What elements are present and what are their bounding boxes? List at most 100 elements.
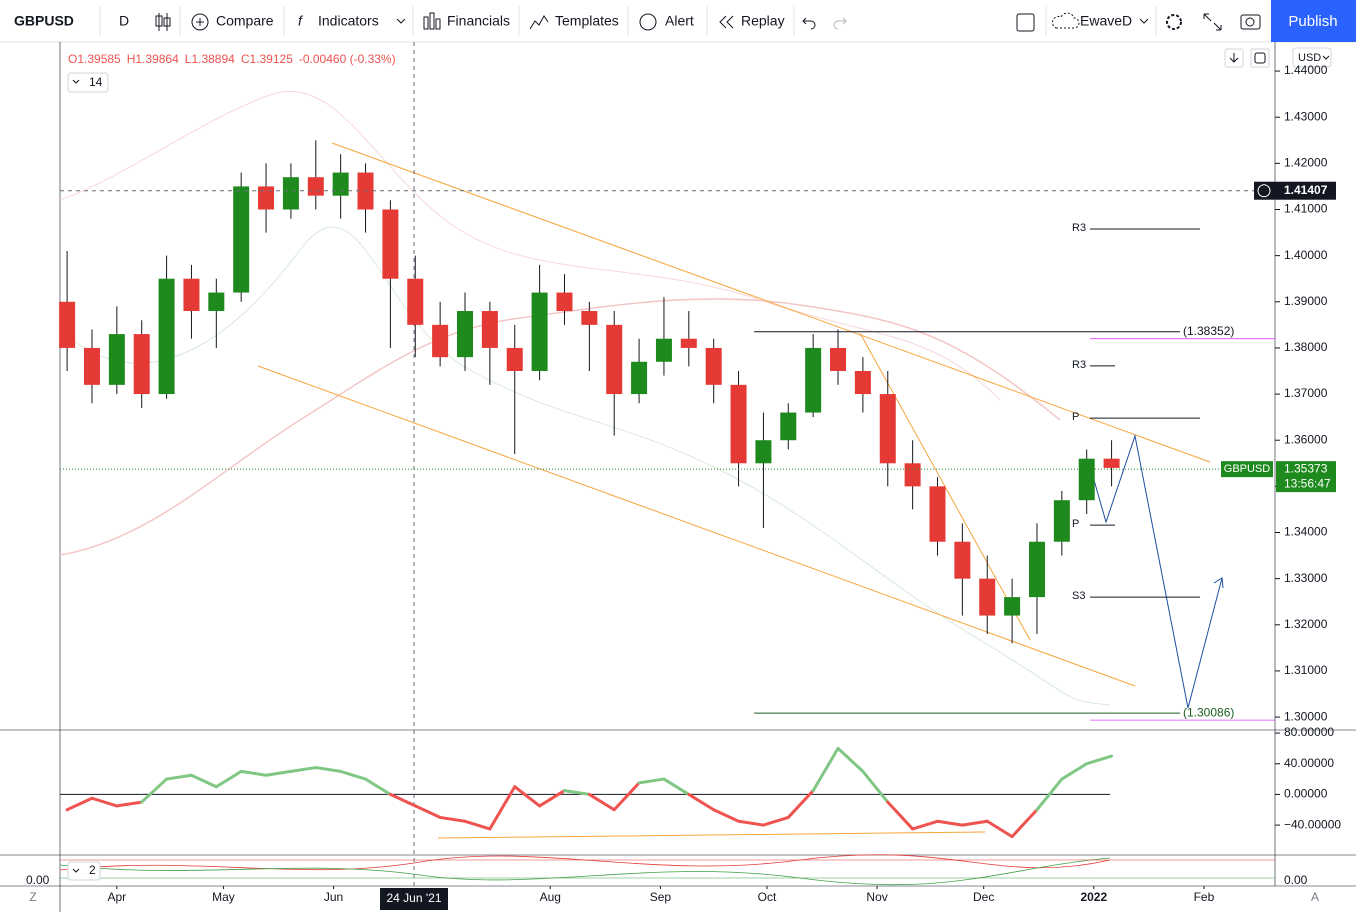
- oscillator-segment: [214, 769, 243, 789]
- oscillator-pane: 80.00000 40.00000 0.00000 −40.00000: [60, 725, 1341, 839]
- candle-body: [1103, 458, 1120, 468]
- oscillator-segment: [960, 819, 989, 827]
- publish-button[interactable]: [1271, 0, 1356, 42]
- symbol-tag: GBPUSD: [1224, 463, 1271, 475]
- last-price: 1.35373: [1284, 461, 1328, 475]
- y-tick-label: 1.33000: [1284, 571, 1328, 585]
- scale-right[interactable]: A: [1311, 890, 1319, 904]
- candle-body: [1078, 458, 1095, 501]
- replay-icon[interactable]: [719, 15, 734, 29]
- oscillator-segment: [737, 819, 765, 827]
- oscillator-segment: [413, 804, 442, 819]
- crosshair-price: 1.41407: [1284, 183, 1328, 197]
- toolbar: [0, 0, 1356, 42]
- crosshair-price-tag: [1254, 181, 1336, 200]
- x-tick-label: Feb: [1194, 890, 1215, 904]
- currency: USD: [1298, 52, 1321, 64]
- oscillator-segment: [637, 777, 666, 785]
- fullscreen-icon[interactable]: [1203, 13, 1222, 31]
- layout-name[interactable]: EwaveD: [1080, 13, 1132, 29]
- candle-body: [208, 292, 225, 312]
- candle-body: [929, 486, 946, 542]
- candle-body: [904, 463, 921, 487]
- oscillator-segment: [264, 769, 293, 777]
- x-tick-label: 2022: [1080, 890, 1107, 904]
- layout-icon[interactable]: [1016, 13, 1035, 32]
- financials-icon[interactable]: [423, 12, 441, 30]
- y-tick-label: 80.00000: [1284, 725, 1334, 739]
- ohlc-value: -0.00460 (-0.33%): [299, 52, 396, 66]
- candle-body: [407, 278, 424, 325]
- pivot-label: R3: [1072, 222, 1086, 234]
- oscillator-segment: [65, 796, 94, 812]
- financials-button[interactable]: Financials: [447, 13, 510, 29]
- oscillator-segment: [886, 800, 915, 831]
- symbol[interactable]: GBPUSD: [14, 13, 74, 29]
- last-price-tag: [1276, 461, 1336, 493]
- candle-body: [183, 278, 200, 312]
- compare-button[interactable]: Compare: [216, 13, 274, 29]
- compare-icon[interactable]: [191, 13, 209, 31]
- x-tick-label: Jun: [324, 890, 343, 904]
- cloud-icon[interactable]: [1051, 12, 1080, 29]
- scale-left[interactable]: Z: [29, 890, 36, 904]
- candle-body: [556, 292, 573, 312]
- candle-body: [1004, 597, 1021, 616]
- oscillator-segment: [239, 769, 268, 777]
- y-tick-label: 1.34000: [1284, 525, 1328, 539]
- y-tick-label: −40.00000: [1284, 817, 1341, 831]
- level-label: (1.38352): [1183, 324, 1234, 338]
- publish-label[interactable]: Publish: [1288, 13, 1337, 30]
- settings-icon[interactable]: [1166, 14, 1182, 30]
- oscillator-segment: [364, 777, 392, 796]
- pane2-length: 2: [89, 863, 96, 877]
- interval[interactable]: D: [119, 13, 129, 29]
- candle-body: [830, 347, 847, 372]
- undo[interactable]: [802, 17, 816, 30]
- y-tick-label: 1.30000: [1284, 709, 1328, 723]
- oscillator-segment: [140, 777, 169, 804]
- oscillator-segment: [339, 769, 368, 781]
- candle-body: [382, 209, 399, 279]
- add-icon: [1257, 184, 1271, 198]
- y-tick-label: 1.38000: [1284, 340, 1328, 354]
- templates-icon[interactable]: [529, 15, 549, 30]
- y-tick-label: 1.43000: [1284, 109, 1328, 123]
- redo[interactable]: [833, 17, 847, 30]
- snapshot-icon[interactable]: [1240, 14, 1261, 30]
- indicators-icon[interactable]: f: [298, 13, 304, 29]
- candle-body: [854, 371, 871, 395]
- chart-type-icon[interactable]: [155, 13, 171, 31]
- oscillator-segment: [1035, 777, 1064, 812]
- candle-body: [879, 394, 896, 464]
- oscillator-segment: [786, 789, 815, 819]
- alert-button[interactable]: Alert: [665, 13, 694, 29]
- candle-body: [631, 361, 648, 395]
- pivot-label: S3: [1072, 590, 1085, 602]
- replay-button[interactable]: Replay: [741, 13, 785, 29]
- reset-button[interactable]: [1250, 48, 1270, 68]
- price-pane: 1.44000 1.43000 1.42000 1.41000 1.40000 1.390…: [59, 63, 1336, 723]
- currency-button[interactable]: [1292, 47, 1332, 68]
- oscillator-segment: [712, 808, 741, 823]
- candle-body: [506, 347, 523, 372]
- ohlc-value: C1.39125: [241, 52, 293, 66]
- oscillator-segment: [836, 746, 865, 773]
- candle-body: [432, 324, 449, 358]
- indicators-button[interactable]: Indicators: [318, 13, 379, 29]
- templates-button[interactable]: Templates: [555, 13, 619, 29]
- alert-icon[interactable]: [639, 13, 657, 31]
- y-tick-label: 40.00000: [1284, 756, 1334, 770]
- candle-body: [680, 338, 697, 348]
- oscillator-segment: [662, 777, 691, 796]
- candle-body: [581, 311, 598, 325]
- candle-body: [606, 324, 623, 395]
- x-tick-label: Nov: [866, 890, 887, 904]
- x-tick-label: Oct: [758, 890, 777, 904]
- symbol-tag-bg: [1221, 461, 1273, 478]
- candle-body: [158, 278, 175, 395]
- candle-body: [1028, 541, 1045, 598]
- pane2-right-value: 0.00: [1284, 873, 1308, 887]
- candle-body: [531, 292, 548, 372]
